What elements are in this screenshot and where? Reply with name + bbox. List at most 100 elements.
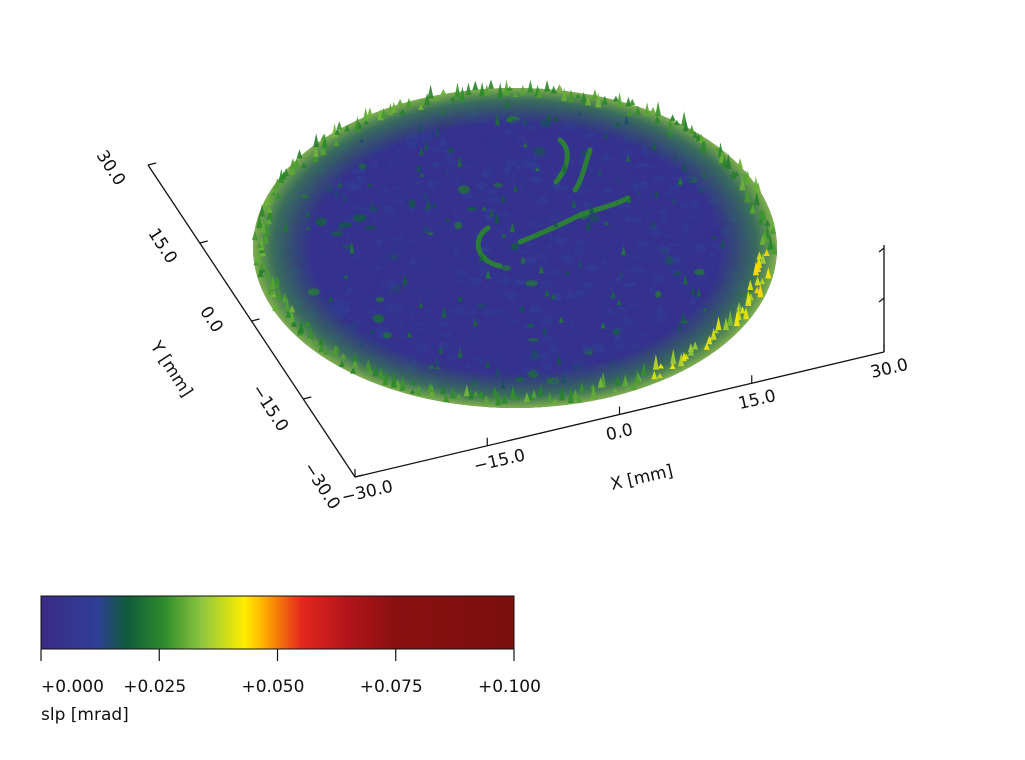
surface-rim-spike [527,79,534,93]
surface-rim-spike [612,95,619,102]
surface-rim-spike [515,394,521,401]
colorbar-tick-label: +0.100 [478,677,541,697]
surface-spike [544,289,550,297]
surface-rim-spike [433,96,440,101]
surface-rim-spike [667,119,674,129]
surface-rim-spike [715,316,722,331]
surface-spike [369,328,375,335]
surface-rim-spike [568,89,574,102]
surface-rim-spike [654,115,661,124]
surface-rim-spike [275,285,282,300]
surface-rim-spike [293,158,300,169]
surface-rim-spike [424,92,431,106]
surface-rim-spike [465,82,472,96]
surface-rim-spike [506,86,513,91]
colorbar-title: slp [mrad] [41,705,129,725]
surface-spike [565,270,571,275]
surface-spike [425,199,431,209]
x-axis-tick-label: 0.0 [604,420,635,446]
surface-spike [283,221,289,232]
surface-spike [501,233,507,238]
surface-rim-spike [575,93,582,99]
surface-rim-spike [479,81,486,97]
surface-rim-spike [463,384,470,397]
surface-rim-spike [673,119,680,126]
surface-spike [504,99,510,109]
surface-rim-spike [363,119,370,125]
surface-rim-spike [278,168,285,184]
surface-spike [431,203,437,209]
surface-rim-spike [318,337,325,345]
surface-rim-spike [262,232,269,244]
surface-rim-spike [270,290,277,298]
surface-spike [532,348,537,354]
surface-rim-spike [272,301,279,312]
y-axis-tick-label: 0.0 [195,303,227,337]
surface-rim-spike [763,249,770,256]
surface-rim-spike [497,82,504,99]
surface-spike [561,374,567,384]
surface-rim-spike [749,204,756,214]
surface-rim-spike [417,104,424,110]
surface-spike [359,138,365,143]
surface-rim-spike [771,240,778,255]
surface-rim-spike [259,220,266,233]
surface-rim-spike [427,84,434,99]
surface-spike [478,253,484,262]
surface-rim-spike [614,375,621,386]
surface-rim-spike [657,363,664,369]
surface-spike [616,299,622,306]
surface-spike [597,166,603,177]
surface-spike [445,216,450,222]
surface-rim-spikes [251,79,778,406]
surface-rim-spike [698,133,705,143]
surface-rim-spike [688,343,694,356]
surface-rim-spike [700,140,706,153]
surface-rim-spike [313,146,319,157]
surface-rim-spike [259,258,266,270]
surface-rim-spike [651,370,658,380]
y-axis-tick-label: −15.0 [247,381,292,436]
surface-rim-spike [591,89,598,99]
surface-spike [435,365,441,370]
surface-spike [600,321,606,329]
colorbar-tick-label: +0.050 [242,677,305,697]
surface-rim-spike [612,388,619,393]
surface-rim-spike [567,387,574,403]
surface-spike [337,181,343,188]
surface-spike [650,219,656,228]
surface-spike [402,273,408,285]
surface-rim-spike [270,191,277,196]
surface-rim-spike [483,84,490,96]
surface-spike [676,321,682,332]
surface-feature-arc [517,195,631,245]
surface-rim-spike [377,368,384,379]
surface-spike [571,199,577,208]
surface-spike [500,379,506,389]
surface-rim-spike [692,341,699,350]
surface-spike [333,187,339,197]
surface-rim-spike [344,124,351,132]
surface-rim-spike [350,367,357,374]
surface-rim-spike [427,383,434,392]
surface-rim-spike [366,107,373,117]
surface-rim-spike [289,304,296,313]
surface-rim-spike [546,392,553,402]
surface-rim-spike [760,252,766,264]
surface-rim-spike [300,162,307,168]
surface-rim-spike [754,276,761,286]
surface-spike [373,338,379,347]
surface-rim-spike [656,373,663,379]
surface-rim-spike [488,79,494,89]
surface-rim-spike [266,219,273,224]
surface-rim-spike [769,218,776,231]
surface-rim-spike [759,235,766,245]
surface-rim-spike [725,153,732,169]
surface-rim-spike [399,375,406,391]
surface-spike [621,245,626,256]
surface-spike [457,347,463,358]
surface-rim-spike [531,389,537,399]
surface-spike [682,274,688,285]
surface-rim-spike [769,227,776,234]
surface-rim-spike [630,381,637,390]
